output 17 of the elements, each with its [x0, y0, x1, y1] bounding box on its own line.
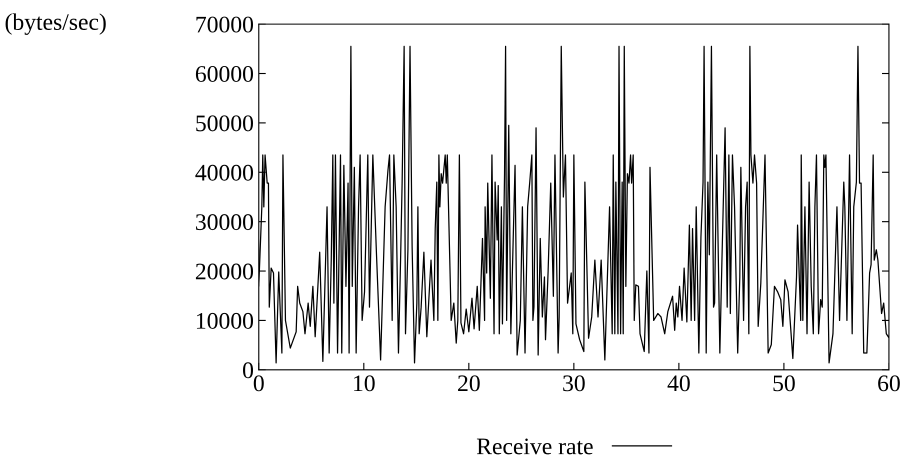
x-tick-label: 40 — [668, 375, 690, 392]
y-tick-label: 0 — [243, 362, 254, 378]
x-tick-label: 10 — [354, 375, 375, 392]
y-tick-label: 30000 — [196, 214, 254, 230]
x-tick-label: 30 — [563, 375, 585, 392]
x-tick-label: 60 — [878, 375, 900, 392]
y-tick-label: 40000 — [195, 164, 254, 181]
x-tick-label: 20 — [458, 375, 480, 392]
x-tick-label: 0 — [254, 375, 264, 392]
y-tick-label: 60000 — [196, 66, 254, 82]
y-tick-label: 20000 — [196, 264, 254, 280]
legend-label: Receive rate — [476, 438, 593, 454]
y-tick-label: 70000 — [196, 16, 254, 33]
y-tick-label: 50000 — [196, 115, 254, 132]
y-tick-label: 10000 — [196, 312, 254, 329]
x-tick-label: 50 — [773, 375, 795, 392]
y-axis-title: (bytes/sec) — [6, 13, 106, 35]
